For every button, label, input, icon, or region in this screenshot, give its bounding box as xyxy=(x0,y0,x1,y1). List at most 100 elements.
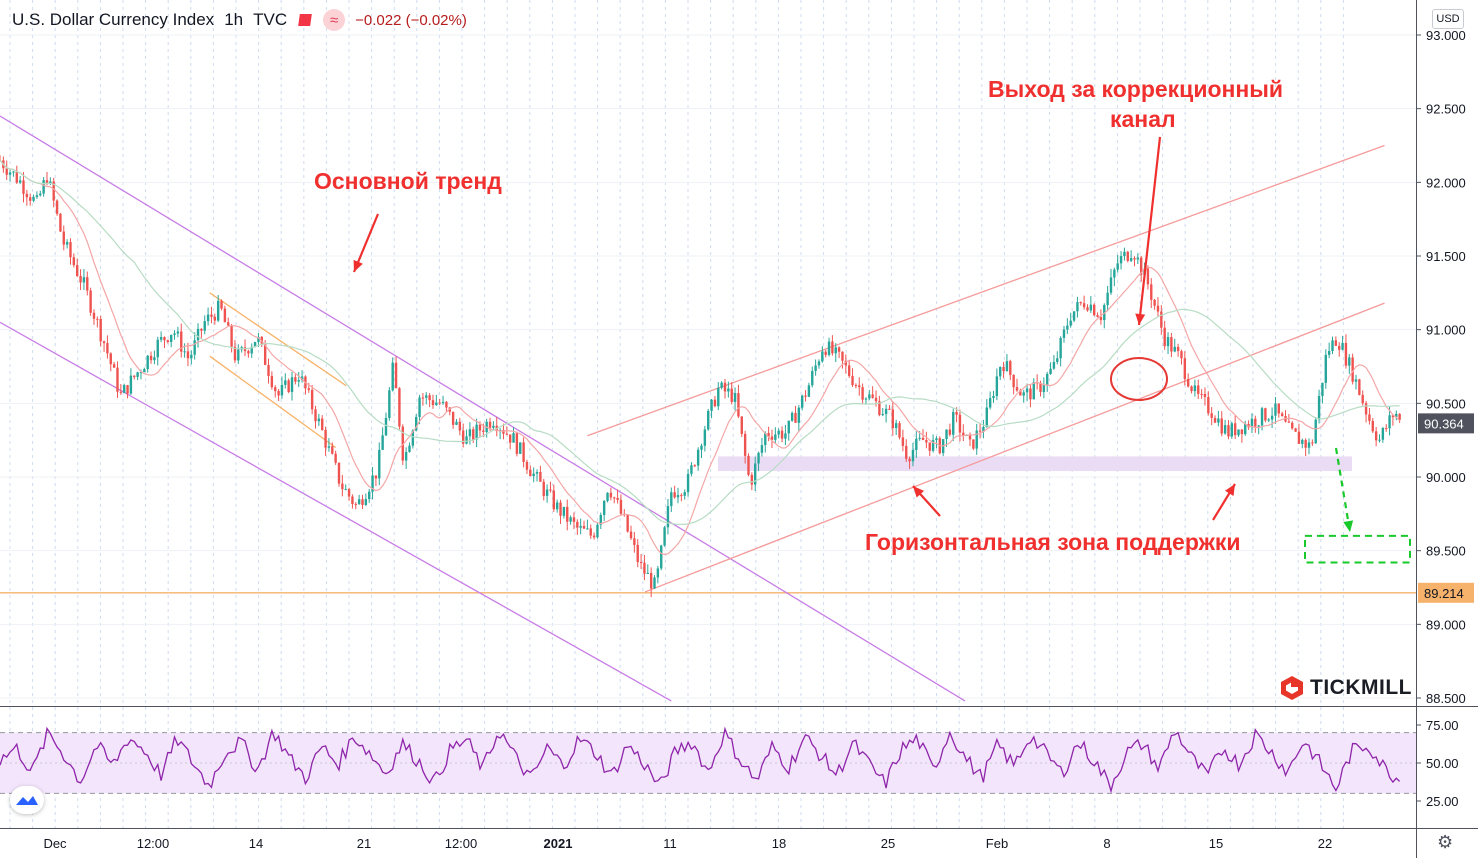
candle-body xyxy=(472,429,475,440)
candle-body xyxy=(727,388,730,392)
candle-body xyxy=(233,346,237,361)
candle-body xyxy=(1200,393,1203,395)
candle-body xyxy=(713,399,717,407)
candle-body xyxy=(280,384,284,396)
price-tick-label: 92.000 xyxy=(1426,175,1466,190)
candle-body xyxy=(1176,346,1180,352)
candle-body xyxy=(22,180,25,194)
time-tick-label: 12:00 xyxy=(445,836,478,851)
candle-body xyxy=(656,568,660,578)
candle-body xyxy=(586,528,589,530)
candle-body xyxy=(213,316,217,321)
candle-body xyxy=(1351,357,1354,382)
symbol-name[interactable]: U.S. Dollar Currency Index xyxy=(12,10,215,29)
candle-body xyxy=(549,489,552,491)
candle-body xyxy=(1126,251,1129,261)
candle-body xyxy=(156,339,159,358)
candle-body xyxy=(676,495,680,498)
candle-body xyxy=(502,430,505,434)
price-tick-label: 91.500 xyxy=(1426,249,1466,264)
candle-body xyxy=(1066,325,1069,330)
time-tick-label: 25 xyxy=(881,836,895,851)
candle-body xyxy=(582,525,586,529)
candle-body xyxy=(257,336,260,343)
price-tick-label: 89.000 xyxy=(1426,617,1466,632)
candle-body xyxy=(915,438,918,450)
candle-body xyxy=(354,503,357,505)
candle-body xyxy=(445,401,448,408)
candle-body xyxy=(629,531,633,539)
candle-body xyxy=(421,397,425,399)
candle-body xyxy=(532,473,535,477)
candle-body xyxy=(1046,373,1049,386)
candle-body xyxy=(693,465,696,467)
tradingview-logo-button[interactable] xyxy=(10,786,44,814)
candle-body xyxy=(1213,417,1217,423)
candle-body xyxy=(827,341,831,355)
candle-body xyxy=(227,322,230,326)
candle-body xyxy=(1254,418,1257,427)
candle-body xyxy=(1385,428,1388,430)
candle-body xyxy=(223,308,227,323)
candle-body xyxy=(468,429,472,437)
candle-body xyxy=(696,449,700,466)
candle-body xyxy=(361,499,364,505)
candle-body xyxy=(639,562,643,564)
time-tick-label: 18 xyxy=(772,836,786,851)
candle-body xyxy=(75,265,79,276)
candle-body xyxy=(384,417,388,436)
candle-body xyxy=(858,385,861,388)
channel-line-corrective_lower xyxy=(644,302,1385,593)
candle-body xyxy=(1012,374,1015,388)
market-status-icon xyxy=(298,14,312,26)
candle-body xyxy=(297,380,300,382)
candle-body xyxy=(1348,357,1351,366)
candle-body xyxy=(1327,351,1331,355)
candle-body xyxy=(1277,403,1281,414)
target-arrow xyxy=(1334,447,1354,533)
candle-body xyxy=(851,375,854,386)
candle-body xyxy=(1180,351,1183,359)
candle-body xyxy=(1240,429,1244,435)
candle-body xyxy=(119,391,123,393)
candle-body xyxy=(1042,385,1046,392)
candle-body xyxy=(1361,394,1364,404)
candle-body xyxy=(666,506,670,528)
breakout-arrow-shaft xyxy=(1137,136,1162,326)
candle-body xyxy=(1089,304,1093,311)
candle-body xyxy=(274,387,277,392)
indicator-wave-icon[interactable]: ≈ xyxy=(323,9,346,31)
candle-body xyxy=(643,562,646,574)
tickmill-wordmark: TICKMILL xyxy=(1310,676,1412,699)
candle-body xyxy=(1170,337,1173,352)
candle-body xyxy=(475,424,478,440)
candle-body xyxy=(351,496,354,504)
candle-body xyxy=(606,492,609,501)
candle-body xyxy=(1381,428,1385,440)
candle-body xyxy=(1123,251,1126,257)
candle-body xyxy=(96,318,99,320)
candle-body xyxy=(1022,392,1025,396)
candle-body xyxy=(686,473,690,493)
settings-gear-icon[interactable]: ⚙ xyxy=(1437,832,1454,852)
candle-body xyxy=(368,491,371,500)
currency-button[interactable]: USD xyxy=(1432,9,1464,29)
candle-body xyxy=(196,328,200,341)
candle-body xyxy=(1139,257,1143,275)
candle-body xyxy=(737,393,740,417)
candle-body xyxy=(861,387,864,400)
candle-body xyxy=(1099,316,1103,321)
candle-body xyxy=(1062,329,1066,338)
candle-body xyxy=(478,424,482,431)
candle-body xyxy=(508,434,512,443)
candle-body xyxy=(1106,292,1109,306)
time-tick-label: 11 xyxy=(663,836,677,851)
moving-average-fast xyxy=(0,160,1401,556)
candle-body xyxy=(29,197,32,201)
candle-body xyxy=(837,347,841,352)
candle-body xyxy=(787,420,790,434)
candle-body xyxy=(707,410,710,430)
candle-body xyxy=(1267,419,1270,421)
interval-label[interactable]: 1h xyxy=(224,10,244,29)
